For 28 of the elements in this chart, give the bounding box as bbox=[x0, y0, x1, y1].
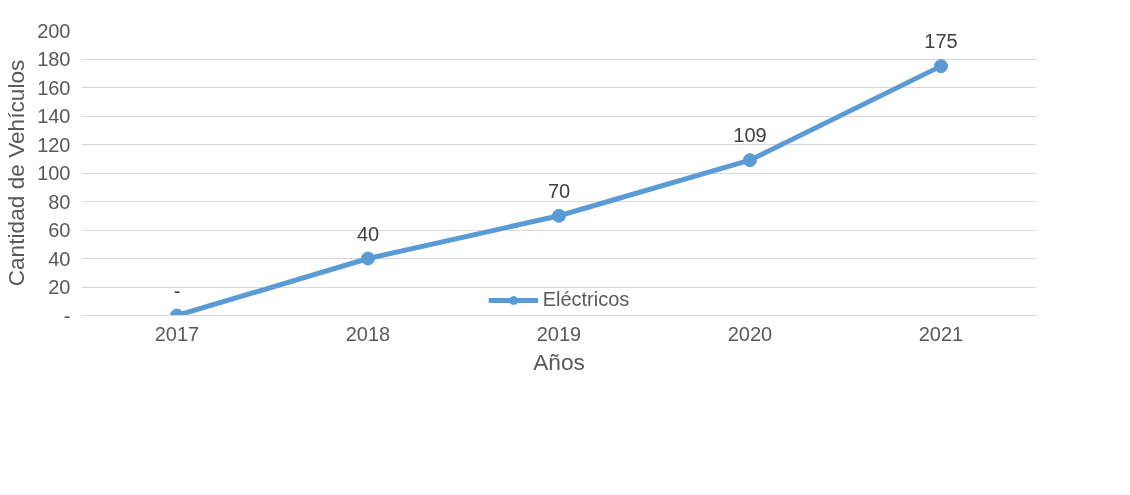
point bbox=[361, 251, 375, 266]
y-tick-label: 200 bbox=[37, 19, 71, 42]
point bbox=[743, 153, 757, 168]
data-label: 70 bbox=[547, 179, 571, 202]
data-label: 40 bbox=[356, 222, 380, 245]
y-tick-label: 160 bbox=[37, 76, 71, 99]
legend-label: Eléctricos bbox=[542, 288, 630, 311]
y-tick-label: 20 bbox=[48, 276, 71, 298]
y-tick-label: 120 bbox=[37, 133, 71, 156]
y-tick-label: 100 bbox=[37, 162, 71, 184]
y-tick-label: 140 bbox=[37, 105, 71, 127]
point bbox=[552, 208, 566, 223]
y-tick-label: 180 bbox=[37, 48, 71, 70]
x-tick-label: 2017 bbox=[154, 322, 200, 345]
y-tick-label: 60 bbox=[48, 219, 71, 241]
y-tick-label: 80 bbox=[48, 190, 71, 213]
x-axis-title: Años bbox=[533, 348, 585, 375]
y-tick-label: - bbox=[63, 304, 71, 327]
data-label: - bbox=[173, 279, 181, 302]
x-tick-label: 2021 bbox=[918, 322, 964, 345]
x-tick-label: 2018 bbox=[345, 322, 391, 345]
data-label: 109 bbox=[733, 124, 767, 147]
point bbox=[934, 59, 948, 74]
y-tick-label: 40 bbox=[48, 247, 71, 270]
y-axis-title: Cantidad de Vehículos bbox=[3, 59, 30, 287]
data-label: 175 bbox=[924, 30, 958, 53]
x-tick-label: 2020 bbox=[727, 322, 773, 345]
x-tick-label: 2019 bbox=[536, 322, 582, 345]
